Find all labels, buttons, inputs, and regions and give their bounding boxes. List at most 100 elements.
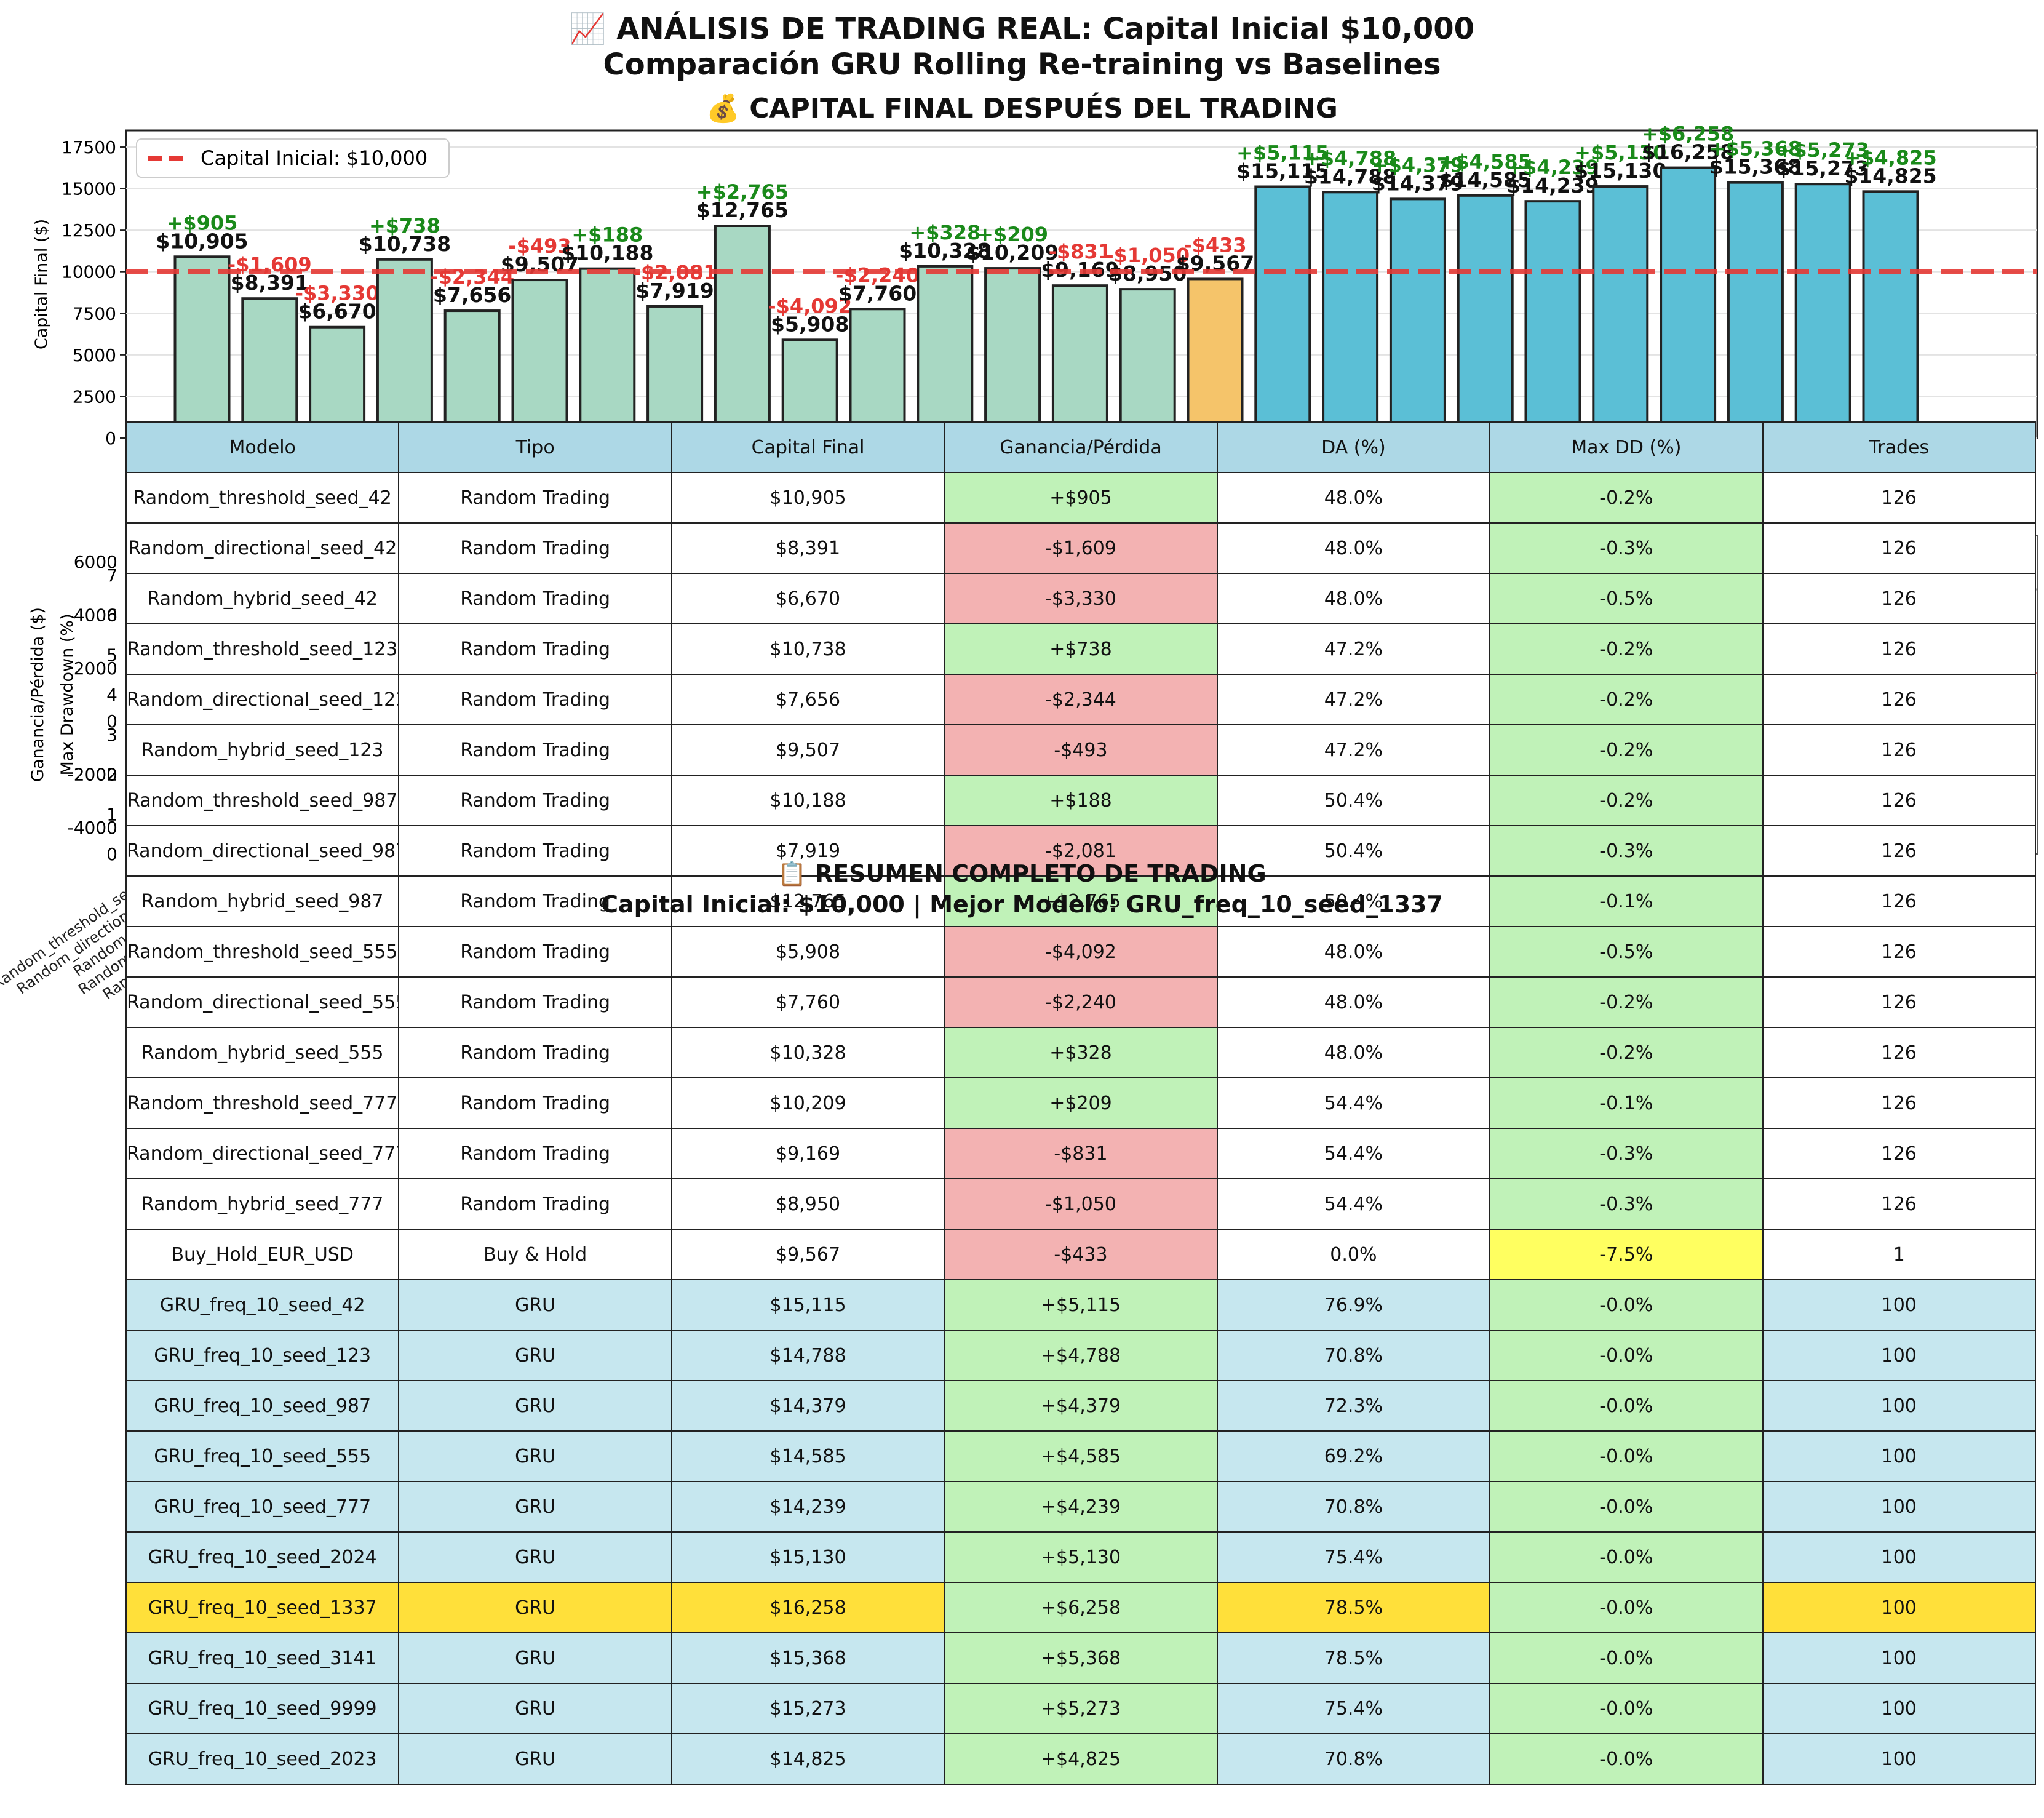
capital-bar	[1119, 288, 1176, 439]
capital-ytick-label: 2500	[73, 386, 116, 407]
table-row: Random_hybrid_seed_987 Random Trading $12,…	[125, 875, 2037, 927]
table-cell: $8,950	[670, 1178, 945, 1230]
capital-value-label: $14,825	[1844, 164, 1936, 188]
table-cell: Random Trading	[398, 674, 672, 725]
table-cell: $10,328	[670, 1027, 945, 1078]
table-cell: 100	[1762, 1733, 2037, 1785]
capital-bar	[1051, 284, 1108, 439]
table-cell: -0.1%	[1489, 1077, 1764, 1129]
capital-gain-label: -$2,081	[633, 261, 717, 284]
drawdown-ytick-label: 4	[106, 685, 117, 705]
table-cell: 48.0%	[1216, 926, 1491, 978]
capital-ylabel: Capital Final ($)	[32, 219, 51, 349]
table-cell: $15,273	[670, 1683, 945, 1734]
table-row: GRU_freq_10_seed_1337 GRU $16,258 +$6,258 78…	[125, 1582, 2037, 1633]
table-row: GRU_freq_10_seed_9999 GRU $15,273 +$5,273 75…	[125, 1683, 2037, 1734]
table-cell: 100	[1762, 1330, 2037, 1381]
table-cell: -0.3%	[1489, 1178, 1764, 1230]
table-cell: GRU	[398, 1481, 672, 1533]
table-cell: +$2,765	[944, 875, 1218, 927]
table-cell: 78.5%	[1216, 1632, 1491, 1684]
capital-value-label: $10,188	[561, 241, 653, 265]
capital-bar	[917, 265, 974, 439]
table-cell: 69.2%	[1216, 1430, 1491, 1482]
table-cell: $10,905	[670, 472, 945, 524]
table-cell: 47.2%	[1216, 623, 1491, 675]
capital-gain-label: +$188	[571, 223, 643, 247]
table-cell: 70.8%	[1216, 1733, 1491, 1785]
table-cell: Random_hybrid_seed_777	[125, 1178, 400, 1230]
table-cell: -0.2%	[1489, 623, 1764, 675]
table-cell: GRU	[398, 1330, 672, 1381]
table-row: Random_threshold_seed_42 Random Trading $1…	[125, 472, 2037, 524]
table-cell: Random_threshold_seed_123	[125, 623, 400, 675]
capital-value-label: $10,328	[899, 239, 991, 263]
capital-bar	[1389, 197, 1446, 439]
table-cell: $9,567	[670, 1229, 945, 1280]
capital-gain-label: +$4,825	[1844, 146, 1936, 169]
capital-value-label: $14,585	[1439, 168, 1532, 192]
capital-value-label: $16,258	[1642, 140, 1734, 164]
table-header-row: Modelo Tipo Capital Final Ganancia/Pérdida D…	[125, 421, 2037, 473]
table-row: GRU_freq_10_seed_987 GRU $14,379 +$4,379 72.…	[125, 1380, 2037, 1432]
table-cell: 78.5%	[1216, 1582, 1491, 1633]
table-row: Random_hybrid_seed_555 Random Trading $10,…	[125, 1027, 2037, 1078]
table-cell: 126	[1762, 976, 2037, 1028]
table-cell: $7,919	[670, 825, 945, 877]
table-cell: GRU_freq_10_seed_3141	[125, 1632, 400, 1684]
table-cell: +$4,239	[944, 1481, 1218, 1533]
table-cell: 100	[1762, 1531, 2037, 1583]
table-cell: +$4,825	[944, 1733, 1218, 1785]
table-cell: GRU_freq_10_seed_1337	[125, 1582, 400, 1633]
capital-bar	[1322, 191, 1379, 439]
drawdown-ytick-label: 3	[106, 725, 117, 745]
capital-gain-label: -$4,092	[768, 294, 852, 317]
table-cell: 126	[1762, 875, 2037, 927]
table-cell: -0.0%	[1489, 1380, 1764, 1432]
capital-gain-label: +$4,585	[1439, 150, 1532, 173]
table-cell: Random Trading	[398, 976, 672, 1028]
capital-value-label: $7,919	[635, 279, 714, 303]
table-cell: $12,765	[670, 875, 945, 927]
table-cell: 0.0%	[1216, 1229, 1491, 1280]
gain-ytick-label: 2000	[74, 658, 117, 679]
table-row: Random_directional_seed_987 Random Tradin…	[125, 825, 2037, 877]
table-cell: GRU_freq_10_seed_777	[125, 1481, 400, 1533]
table-cell: GRU	[398, 1582, 672, 1633]
capital-value-label: $10,209	[966, 241, 1059, 265]
table-cell: $15,115	[670, 1279, 945, 1331]
table-cell: 126	[1762, 674, 2037, 725]
gain-ylabel: Ganancia/Pérdida ($)	[28, 607, 47, 782]
capital-value-label: $7,656	[433, 283, 511, 307]
capital-value-label: $12,765	[696, 198, 789, 222]
table-row: Random_directional_seed_123 Random Tradin…	[125, 674, 2037, 725]
table-cell: -0.0%	[1489, 1683, 1764, 1734]
gain-ytick-label: -4000	[68, 818, 117, 838]
table-cell: Random Trading	[398, 1128, 672, 1179]
table-header-cell: Max DD (%)	[1489, 421, 1764, 473]
table-cell: Random_threshold_seed_987	[125, 775, 400, 826]
table-cell: 54.4%	[1216, 1178, 1491, 1230]
table-cell: -0.0%	[1489, 1330, 1764, 1381]
table-cell: Random Trading	[398, 1077, 672, 1129]
table-cell: $8,391	[670, 522, 945, 574]
capital-gain-label: -$1,050	[1105, 244, 1190, 267]
capital-bar	[984, 267, 1041, 439]
drawdown-ytick-label: 0	[106, 844, 117, 864]
capital-ytick-label: 10000	[62, 262, 116, 282]
capital-gain-label: +$738	[369, 214, 440, 237]
capital-bar	[849, 308, 906, 439]
table-cell: 100	[1762, 1582, 2037, 1633]
table-cell: 126	[1762, 926, 2037, 978]
capital-bar	[173, 255, 231, 439]
table-cell: 100	[1762, 1380, 2037, 1432]
capital-gain-label: +$5,115	[1236, 141, 1329, 164]
table-cell: +$328	[944, 1027, 1218, 1078]
table-cell: 126	[1762, 623, 2037, 675]
table-cell: $9,169	[670, 1128, 945, 1179]
table-cell: Random_threshold_seed_555	[125, 926, 400, 978]
table-cell: 48.0%	[1216, 1027, 1491, 1078]
capital-legend	[136, 138, 450, 178]
table-cell: 126	[1762, 775, 2037, 826]
capital-gain-label: +$4,239	[1506, 156, 1599, 179]
